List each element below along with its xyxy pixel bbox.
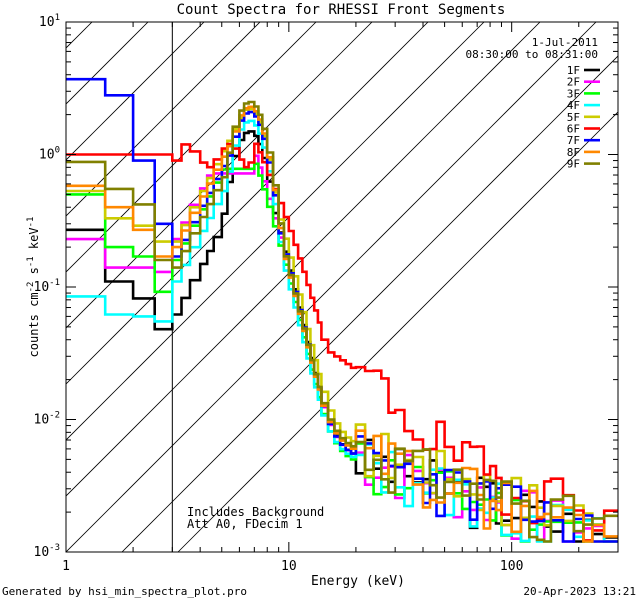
excluded-region-hatch <box>66 22 618 552</box>
hatch-line <box>66 22 149 105</box>
hatch-line <box>121 55 618 552</box>
hatch-line <box>66 22 205 161</box>
footer-generated-by: Generated by hsi_min_spectra_plot.pro <box>2 585 247 598</box>
legend-label: 6F <box>567 123 580 136</box>
y-tick-base: 10 <box>39 148 55 163</box>
y-tick-label: 10-3 <box>34 543 61 560</box>
y-tick-exponent: 1 <box>55 13 60 23</box>
y-axis-label: counts cm-2 s-1 keV-1 <box>26 217 41 358</box>
y-tick-base: 10 <box>34 280 50 295</box>
legend-label: 4F <box>567 99 580 112</box>
y-tick-exponent: -3 <box>49 543 60 553</box>
y-axis-label-part: -1 <box>26 217 36 228</box>
y-axis-label-part: -1 <box>26 256 36 267</box>
legend-label: 1F <box>567 64 580 77</box>
y-tick-base: 10 <box>34 413 50 428</box>
footer-timestamp: 20-Apr-2023 13:21 <box>523 585 636 598</box>
x-axis-label: Energy (keV) <box>311 574 405 589</box>
x-tick-label-1: 1 <box>62 559 70 574</box>
y-tick-label: 100 <box>39 146 60 163</box>
legend-label: 3F <box>567 87 580 100</box>
hatch-line <box>66 22 597 552</box>
legend-label: 5F <box>567 111 580 124</box>
chart-title: Count Spectra for RHESSI Front Segments <box>177 2 506 18</box>
y-tick-base: 10 <box>39 15 55 30</box>
legend-label: 7F <box>567 134 580 147</box>
y-axis-label-part: counts cm <box>27 292 41 357</box>
y-tick-exponent: 0 <box>55 146 60 156</box>
series-line-9F <box>66 100 618 543</box>
date-label: 1-Jul-2011 <box>532 36 598 49</box>
hatch-line <box>66 22 261 217</box>
y-axis-label-part: -2 <box>26 282 36 293</box>
y-tick-label: 101 <box>39 13 60 30</box>
y-axis-label-part: s <box>27 267 41 281</box>
y-tick-exponent: -2 <box>49 411 60 421</box>
x-tick-label: 10 <box>281 559 297 574</box>
x-tick-labels: 10 100 <box>281 559 523 574</box>
hatch-line <box>177 111 618 552</box>
legend-label: 9F <box>567 158 580 171</box>
y-tick-exponent: -1 <box>49 278 60 288</box>
hatch-line <box>66 22 485 441</box>
hatch-line <box>66 22 373 329</box>
time-range-label: 08:30:00 to 08:31:00 <box>466 48 598 61</box>
y-axis-label-part: keV <box>27 227 41 256</box>
hatch-line <box>66 22 429 385</box>
legend-label: 2F <box>567 76 580 89</box>
hatch-line <box>66 22 317 273</box>
legend-label: 8F <box>567 146 580 159</box>
x-tick-label: 100 <box>500 559 523 574</box>
note-background: Includes Background <box>187 505 324 519</box>
series-layer <box>66 77 618 543</box>
axis-ticks <box>65 22 619 553</box>
y-tick-label: 10-2 <box>34 411 61 428</box>
y-tick-label: 10-1 <box>34 278 61 295</box>
note-attenuator: Att A0, FDecim 1 <box>187 517 303 531</box>
y-tick-base: 10 <box>34 545 50 560</box>
